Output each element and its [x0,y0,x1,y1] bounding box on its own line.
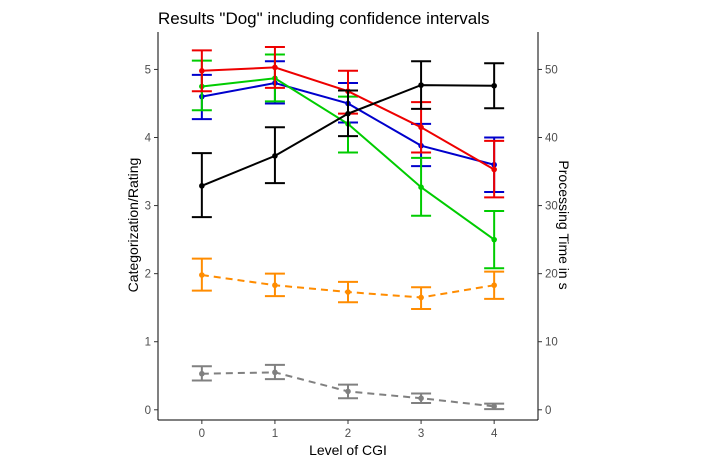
data-point [272,153,278,159]
y-tick-label: 0 [145,405,151,417]
y2-tick-label: 20 [545,269,558,281]
x-axis-label: Level of CGI [309,442,387,458]
data-point [491,82,497,89]
y-tick-label: 4 [145,133,152,145]
y2-tick-label: 50 [545,64,558,76]
data-point [418,82,424,88]
chart-title: Results "Dog" including confidence inter… [158,9,489,28]
y2-axis-label: Processing Time in s [556,160,572,289]
y-tick-label: 1 [145,337,151,349]
y-tick-label: 3 [145,201,151,213]
data-point [345,289,351,295]
data-point [491,282,497,289]
x-tick-label: 3 [418,428,424,440]
data-point [272,369,278,376]
y-tick-label: 5 [145,64,151,76]
y2-tick-label: 30 [545,201,558,213]
data-point [418,294,424,301]
data-point [199,370,205,377]
data-point [491,236,497,243]
data-point [272,64,278,71]
data-point [345,388,351,395]
data-point [418,184,424,190]
x-tick-label: 0 [199,428,205,440]
data-point [418,395,424,402]
y2-tick-label: 0 [545,405,551,417]
x-tick-label: 2 [345,428,351,440]
y-axis-label: Categorization/Rating [125,158,141,293]
data-point [345,110,351,117]
y2-tick-label: 40 [545,133,558,145]
series-layer [191,45,505,411]
data-point [199,272,205,278]
series-3 [191,60,505,219]
data-point [491,403,497,410]
x-tick-label: 4 [491,428,498,440]
data-point [199,183,205,189]
x-tick-label: 1 [272,428,278,440]
y-tick-label: 2 [145,269,151,281]
data-point [199,68,205,74]
y2-tick-label: 10 [545,337,558,349]
data-point [491,166,497,173]
series-5 [191,363,505,411]
data-point [272,282,278,289]
series-4 [191,257,505,311]
data-point [418,124,424,131]
